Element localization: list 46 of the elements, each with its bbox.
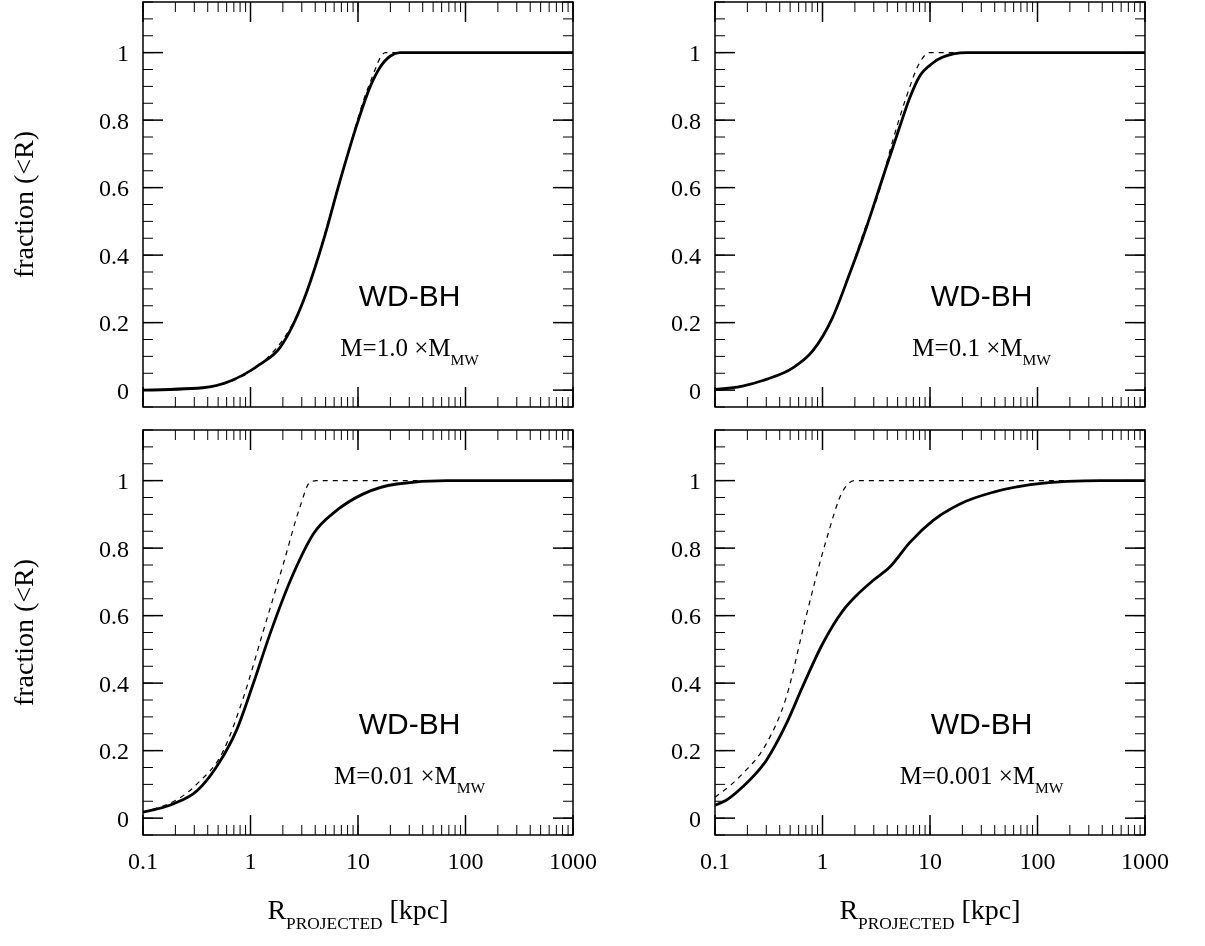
y-tick-label: 0 — [117, 377, 129, 404]
x-tick-label: 10 — [918, 848, 942, 874]
x-axis-title: R$_{PROJECTED}$ [kpc] — [839, 894, 1021, 933]
x-tick-label: 0.1 — [700, 848, 730, 874]
y-tick-label: 0.6 — [671, 603, 701, 630]
y-tick-label: 0.4 — [671, 670, 701, 697]
x-tick-label: 1000 — [1121, 848, 1169, 874]
x-tick-label: 1 — [816, 848, 829, 874]
y-tick-label: 0.8 — [671, 107, 701, 134]
x-axis-title: R$_{PROJECTED}$ [kpc] — [267, 894, 449, 933]
y-axis-title: fraction (<R) — [8, 130, 39, 279]
annotation: M=1.0 ×M$_{MW}$ — [340, 333, 480, 368]
y-tick-label: 0.6 — [671, 175, 701, 202]
y-tick-label: 1 — [117, 40, 129, 67]
annotation: M=0.1 ×M$_{MW}$ — [912, 333, 1052, 368]
y-axis-title: fraction (<R) — [8, 558, 39, 707]
annotation: M=0.01 ×M$_{MW}$ — [334, 761, 486, 796]
y-tick-label: 0.8 — [671, 535, 701, 562]
annotation: WD-BH — [930, 706, 1033, 740]
y-tick-label: 0.4 — [671, 242, 701, 269]
x-tick-label: 10 — [346, 848, 370, 874]
y-tick-label: 0.4 — [99, 242, 129, 269]
x-tick-label: 1 — [244, 848, 257, 874]
x-tick-label: 100 — [447, 848, 484, 874]
annotation: WD-BH — [358, 706, 461, 740]
x-tick-label: 100 — [1019, 848, 1056, 874]
y-tick-label: 0.2 — [671, 738, 701, 765]
y-tick-label: 1 — [689, 468, 701, 495]
y-tick-label: 0.2 — [671, 310, 701, 337]
y-tick-label: 0 — [689, 377, 701, 404]
y-tick-label: 0.6 — [99, 175, 129, 202]
annotation: WD-BH — [930, 278, 1033, 312]
y-tick-label: 1 — [689, 40, 701, 67]
annotation: WD-BH — [358, 278, 461, 312]
y-tick-label: 0 — [689, 805, 701, 832]
y-tick-label: 1 — [117, 468, 129, 495]
x-tick-label: 1000 — [549, 848, 597, 874]
y-tick-label: 0.2 — [99, 310, 129, 337]
y-tick-label: 0 — [117, 805, 129, 832]
annotation: M=0.001 ×M$_{MW}$ — [899, 761, 1064, 796]
y-tick-label: 0.2 — [99, 738, 129, 765]
y-tick-label: 0.8 — [99, 535, 129, 562]
y-tick-label: 0.8 — [99, 107, 129, 134]
y-tick-label: 0.6 — [99, 603, 129, 630]
x-tick-label: 0.1 — [128, 848, 158, 874]
y-tick-label: 0.4 — [99, 670, 129, 697]
